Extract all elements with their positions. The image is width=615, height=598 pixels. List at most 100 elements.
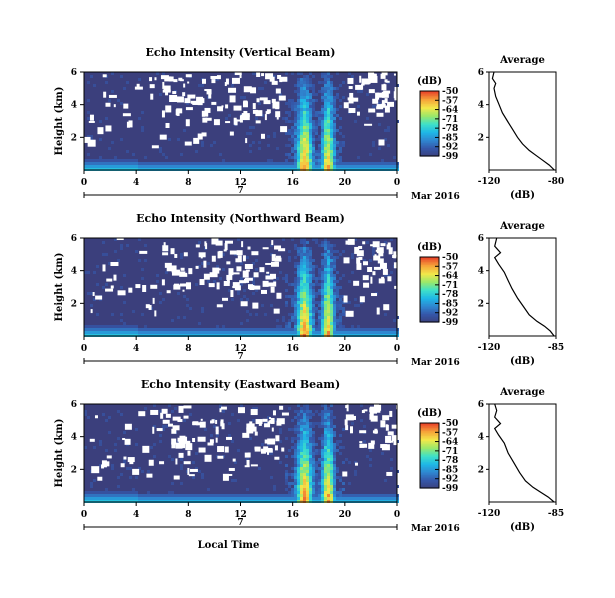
heatmap-cell — [294, 446, 297, 449]
heatmap-cell — [201, 141, 204, 144]
heatmap-cell — [300, 479, 303, 482]
heatmap-cell — [327, 304, 330, 307]
heatmap-cell — [318, 159, 321, 162]
heatmap-cell — [303, 331, 306, 334]
gap-patch — [203, 273, 210, 280]
heatmap-cell — [237, 497, 240, 500]
heatmap-cell — [168, 491, 171, 494]
heatmap-cell — [87, 328, 90, 331]
heatmap-cell — [321, 452, 324, 455]
heatmap-cell — [333, 165, 336, 168]
heatmap-cell — [288, 328, 291, 331]
heatmap-cell — [324, 250, 327, 253]
heatmap-cell — [90, 494, 93, 497]
profile-title: Average — [499, 221, 545, 232]
heatmap-cell — [294, 153, 297, 156]
heatmap-cell — [333, 250, 336, 253]
heatmap-cell — [249, 165, 252, 168]
heatmap-cell — [90, 491, 93, 494]
heatmap-cell — [327, 84, 330, 87]
heatmap-cell — [321, 93, 324, 96]
gap-patch — [126, 121, 130, 128]
heatmap-cell — [123, 491, 126, 494]
heatmap-cell — [99, 494, 102, 497]
heatmap-cell — [309, 413, 312, 416]
heatmap-cell — [159, 434, 162, 437]
heatmap-cell — [303, 310, 306, 313]
heatmap-cell — [312, 84, 315, 87]
heatmap-cell — [318, 322, 321, 325]
gap-patch — [226, 261, 231, 265]
heatmap-cell — [246, 162, 249, 165]
heatmap-cell — [321, 159, 324, 162]
colorbar-tick-label: -71 — [442, 447, 458, 457]
heatmap-cell — [204, 494, 207, 497]
heatmap-cell — [285, 102, 288, 105]
heatmap-cell — [300, 153, 303, 156]
gap-patch — [165, 105, 172, 113]
heatmap-cell — [291, 283, 294, 286]
heatmap-cell — [291, 467, 294, 470]
heatmap-cell — [291, 476, 294, 479]
heatmap-cell — [336, 156, 339, 159]
heatmap-cell — [201, 144, 204, 147]
heatmap-cell — [300, 440, 303, 443]
gap-patch — [381, 276, 385, 283]
profile-x-tick-label: -85 — [548, 343, 564, 353]
heatmap-cell — [90, 165, 93, 168]
gap-patch — [240, 301, 248, 307]
gap-patch — [373, 255, 381, 261]
heatmap-cell — [354, 165, 357, 168]
heatmap-cell — [324, 470, 327, 473]
heatmap-cell — [297, 165, 300, 168]
heatmap-cell — [300, 265, 303, 268]
heatmap-cell — [288, 144, 291, 147]
heatmap-cell — [225, 117, 228, 120]
heatmap-cell — [186, 102, 189, 105]
heatmap-cell — [324, 114, 327, 117]
heatmap-cell — [309, 464, 312, 467]
heatmap-cell — [318, 470, 321, 473]
heatmap-cell — [327, 422, 330, 425]
heatmap-cell — [369, 165, 372, 168]
heatmap-cell — [111, 491, 114, 494]
gap-patch — [342, 471, 348, 477]
heatmap-cell — [309, 310, 312, 313]
heatmap-cell — [339, 253, 342, 256]
heatmap-cell — [303, 458, 306, 461]
heatmap-cell — [120, 75, 123, 78]
heatmap-cell — [150, 165, 153, 168]
heatmap-cell — [312, 132, 315, 135]
heatmap-cell — [306, 473, 309, 476]
gap-patch — [184, 98, 191, 104]
x-tick-label: 0 — [394, 178, 400, 188]
heatmap-cell — [330, 485, 333, 488]
gap-patch — [89, 114, 94, 121]
heatmap-cell — [291, 141, 294, 144]
x-tick-label: 20 — [339, 178, 352, 188]
heatmap-cell — [249, 162, 252, 165]
heatmap-cell — [309, 458, 312, 461]
heatmap-cell — [324, 461, 327, 464]
heatmap-cell — [312, 277, 315, 280]
heatmap-cell — [168, 331, 171, 334]
colorbar-step — [420, 120, 439, 123]
heatmap-cell — [153, 165, 156, 168]
heatmap-cell — [84, 162, 87, 165]
heatmap-cell — [285, 274, 288, 277]
heatmap-cell — [336, 141, 339, 144]
heatmap-cell — [351, 331, 354, 334]
heatmap-cell — [132, 488, 135, 491]
heatmap-cell — [198, 497, 201, 500]
heatmap-cell — [303, 241, 306, 244]
heatmap-cell — [336, 497, 339, 500]
heatmap-cell — [135, 476, 138, 479]
heatmap-cell — [321, 153, 324, 156]
heatmap-cell — [342, 461, 345, 464]
heatmap-cell — [297, 313, 300, 316]
heatmap-cell — [315, 238, 318, 241]
heatmap-cell — [132, 159, 135, 162]
gap-patch — [216, 304, 223, 308]
colorbar-frame — [419, 256, 440, 323]
heatmap-cell — [294, 313, 297, 316]
